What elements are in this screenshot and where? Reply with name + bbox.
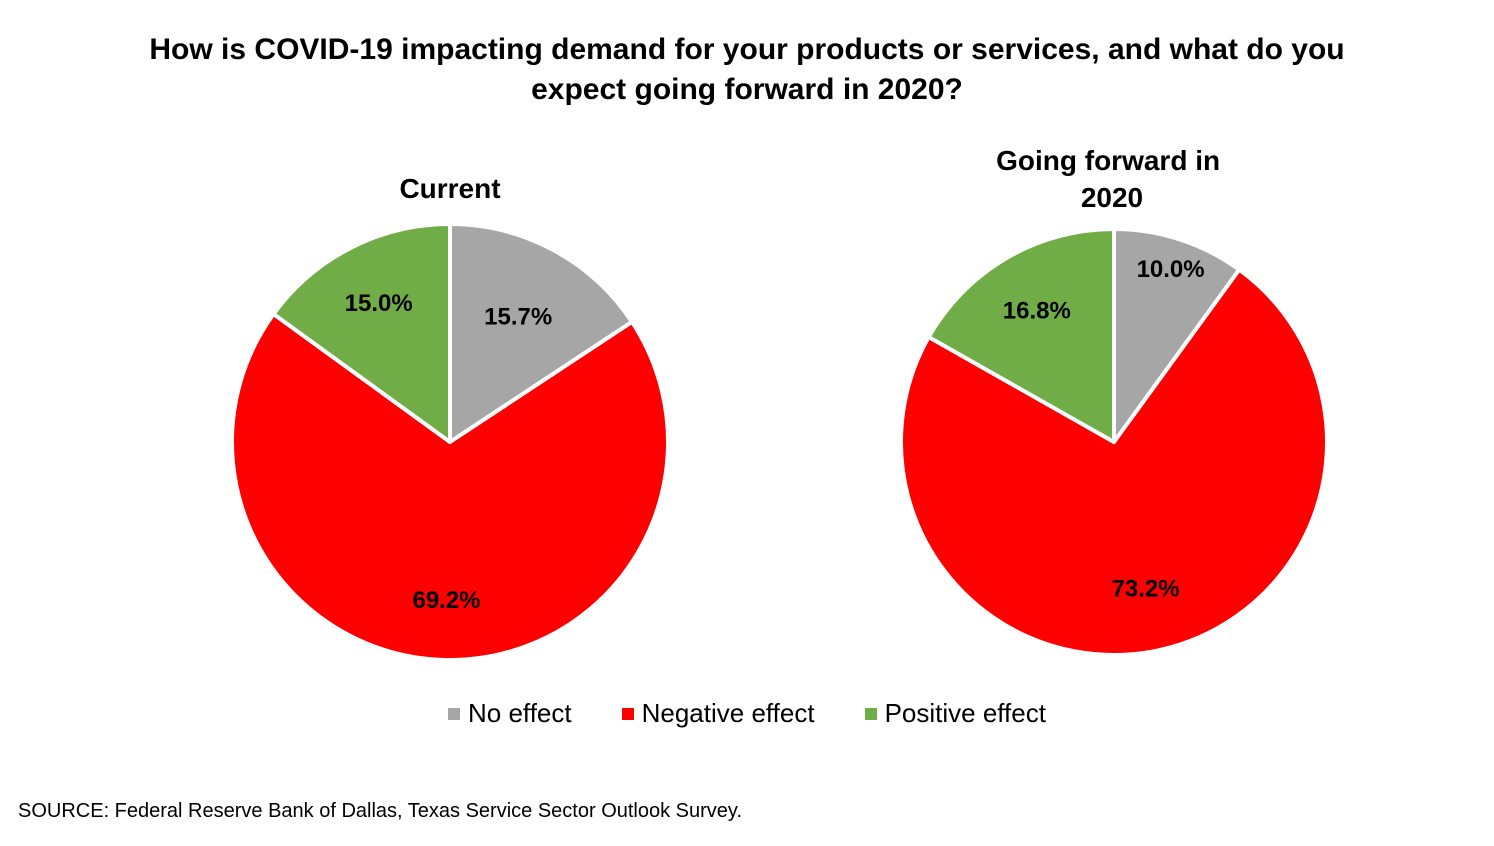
pie-labels-current: 15.7% 69.2% 15.0% (345, 290, 553, 614)
legend-swatch-positive-effect (864, 707, 877, 720)
data-label-positive-effect-current: 15.0% (345, 290, 413, 317)
legend-swatch-negative-effect (621, 707, 634, 720)
legend-swatch-no-effect (448, 707, 461, 720)
pie-labels-going-forward: 10.0% 73.2% 16.8% (1003, 256, 1205, 603)
legend-label-no-effect: No effect (468, 698, 572, 728)
data-label-negative-effect-current: 69.2% (412, 587, 480, 614)
chart-title-line-1: How is COVID-19 impacting demand for you… (149, 33, 1345, 66)
pie-chart-current: Current 15.7% 69.2% 15.0% (230, 173, 670, 662)
legend-label-negative-effect: Negative effect (641, 698, 815, 728)
chart-title: How is COVID-19 impacting demand for you… (0, 30, 1494, 110)
data-label-positive-effect-going-forward: 16.8% (1003, 298, 1071, 325)
legend-item-no-effect: No effect (448, 698, 572, 729)
pie-title-going-forward: Going forward in 2020 (996, 145, 1228, 213)
pie-slices-current (230, 222, 670, 662)
pie-slice-positive-effect-current (271, 222, 452, 444)
chart-title-line-2: expect going forward in 2020? (531, 73, 963, 106)
pie-slice-negative-effect-going-forward (899, 267, 1329, 657)
data-label-no-effect-current: 15.7% (484, 303, 552, 330)
pie-title-going-forward-line-2: 2020 (1081, 182, 1143, 213)
pie-title-current: Current (399, 173, 500, 204)
data-label-negative-effect-going-forward: 73.2% (1112, 576, 1180, 603)
data-label-no-effect-going-forward: 10.0% (1137, 256, 1205, 283)
pie-slice-no-effect-current (448, 222, 634, 444)
pie-title-going-forward-line-1: Going forward in (996, 145, 1220, 176)
pie-slice-negative-effect-current (230, 312, 670, 662)
legend-label-positive-effect: Positive effect (884, 698, 1046, 728)
pie-chart-going-forward: Going forward in 2020 10.0% 73.2% 16.8% (899, 145, 1329, 657)
pie-slice-no-effect-going-forward (1112, 227, 1242, 444)
pie-slices-going-forward (899, 227, 1329, 657)
legend-item-positive-effect: Positive effect (864, 698, 1046, 729)
source-note: SOURCE: Federal Reserve Bank of Dallas, … (18, 800, 742, 822)
legend: No effect Negative effect Positive effec… (0, 698, 1494, 729)
pie-charts: Current 15.7% 69.2% 15.0% Going forward in… (230, 145, 1329, 662)
pie-slice-positive-effect-going-forward (926, 227, 1116, 444)
legend-item-negative-effect: Negative effect (621, 698, 815, 729)
